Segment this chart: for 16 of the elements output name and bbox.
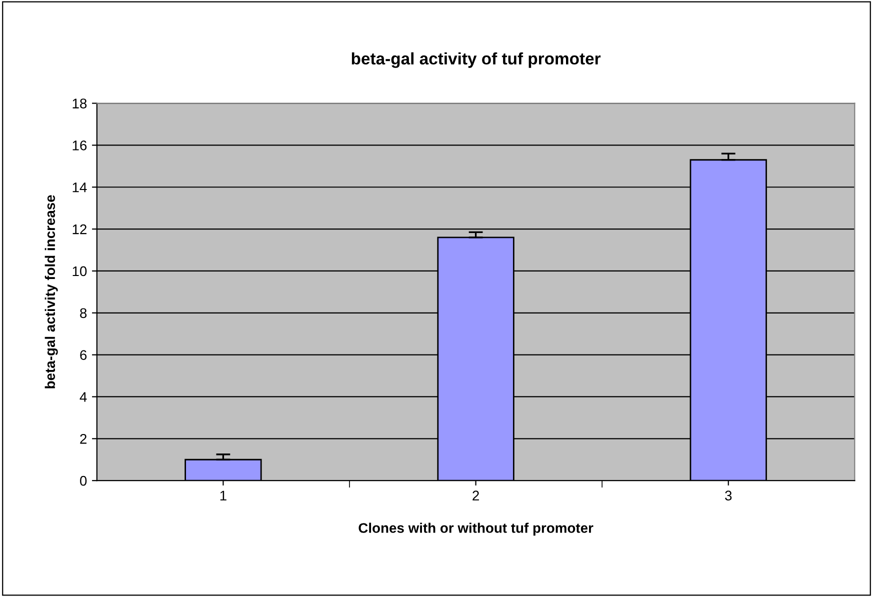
y-tick-label: 8 <box>80 308 87 318</box>
y-tick-label: 6 <box>80 350 87 360</box>
y-tick-label: 12 <box>72 224 86 234</box>
y-tick-label: 2 <box>80 434 86 444</box>
y-tick-label: 0 <box>80 476 87 486</box>
x-tick-label: 3 <box>725 490 732 501</box>
y-tick-label: 16 <box>72 140 87 150</box>
chart-title: beta-gal activity of tuf promoter <box>352 52 601 68</box>
x-axis-title: Clones with or without tuf promoter <box>358 522 594 536</box>
y-tick-label: 10 <box>72 266 87 276</box>
y-tick-label: 14 <box>72 182 87 192</box>
y-axis-title: beta-gal activity fold increase <box>44 195 58 388</box>
y-tick-label: 4 <box>80 392 87 402</box>
y-tick-label: 18 <box>72 98 87 108</box>
x-tick-label: 1 <box>220 490 226 500</box>
x-tick-label: 2 <box>472 490 479 500</box>
